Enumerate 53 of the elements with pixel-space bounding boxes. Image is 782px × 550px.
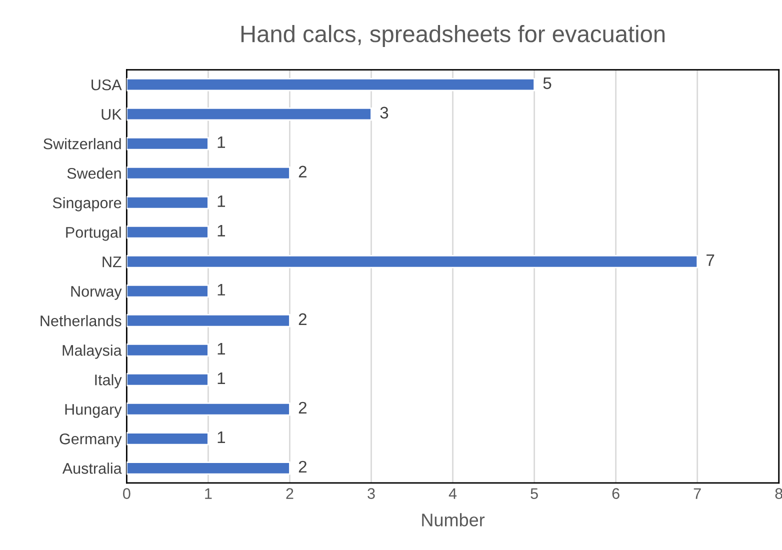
x-tick-label: 3 — [368, 488, 375, 499]
y-tick-label: Hungary — [65, 404, 122, 418]
data-label: 1 — [218, 342, 225, 354]
data-label: 1 — [218, 195, 225, 207]
bar — [126, 137, 209, 150]
data-label: 7 — [706, 254, 714, 266]
data-label: 1 — [218, 136, 225, 148]
data-label: 2 — [298, 402, 306, 414]
data-label: 2 — [298, 313, 306, 325]
y-tick-label: Germany — [60, 434, 122, 448]
bar — [126, 166, 290, 180]
bar — [126, 462, 290, 475]
x-tick-label: 5 — [530, 488, 538, 499]
data-label: 1 — [218, 224, 225, 236]
bar — [126, 314, 290, 328]
y-tick-label: Italy — [95, 374, 122, 388]
x-tick-label: 0 — [123, 488, 130, 499]
bar — [126, 344, 209, 357]
y-tick-label: Portugal — [66, 226, 121, 241]
x-tick-label: 7 — [694, 488, 701, 499]
data-label: 2 — [298, 166, 306, 178]
y-tick-label: Singapore — [52, 197, 122, 212]
x-tick-label: 4 — [448, 488, 457, 499]
y-tick-label: Netherlands — [40, 315, 122, 326]
data-label: 1 — [218, 372, 225, 384]
bar — [126, 284, 209, 298]
x-tick-label: 1 — [205, 488, 212, 499]
bar — [126, 432, 209, 446]
bar — [126, 108, 372, 121]
x-tick-label: 6 — [612, 488, 620, 499]
bar — [126, 226, 209, 239]
data-label: 1 — [218, 284, 225, 296]
x-tick-label: 2 — [286, 488, 294, 499]
y-tick-label: Australia — [62, 462, 122, 474]
bar — [126, 255, 698, 268]
x-tick-label: 8 — [775, 488, 782, 499]
y-tick-label: UK — [102, 109, 122, 120]
chart-title: Hand calcs, spreadsheets for evacuation — [241, 24, 665, 47]
y-tick-label: NZ — [102, 256, 122, 268]
data-label: 3 — [380, 106, 388, 119]
bar — [126, 78, 535, 92]
y-tick-label: Sweden — [67, 168, 121, 179]
x-axis-title: Number — [422, 513, 485, 526]
bar — [126, 196, 209, 210]
data-label: 2 — [298, 460, 306, 472]
y-tick-label: USA — [92, 79, 122, 90]
y-tick-label: Norway — [71, 286, 122, 300]
data-label: 1 — [218, 431, 225, 443]
data-label: 5 — [543, 77, 552, 90]
bar — [126, 402, 290, 416]
bar — [126, 373, 209, 386]
y-tick-label: Switzerland — [44, 138, 121, 150]
y-tick-label: Malaysia — [62, 344, 122, 359]
